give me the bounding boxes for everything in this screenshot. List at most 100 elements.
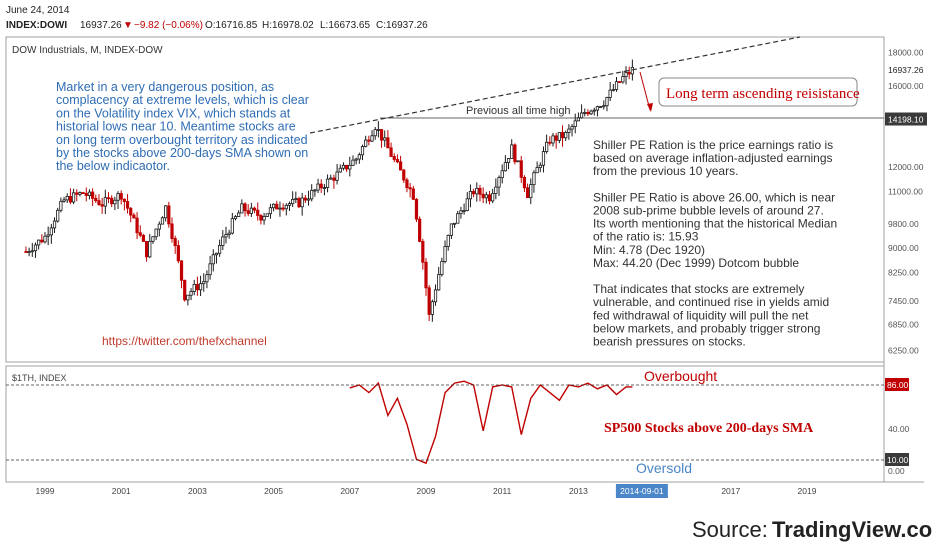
time-tick-label: 2005	[264, 486, 283, 496]
candle-body	[100, 204, 104, 207]
resistance-arrow	[639, 71, 651, 111]
candle-body	[268, 207, 273, 215]
main-chart-title: DOW Industrials, M, INDEX-DOW	[12, 45, 163, 56]
overbought-box	[885, 378, 909, 391]
candle-body	[129, 207, 133, 216]
left-commentary-line: on the Volatility index VIX, which stand…	[56, 106, 291, 120]
overbought-label: Overbought	[644, 368, 717, 384]
header-change: −9.82 (−0.06%)	[134, 20, 203, 31]
candle-body	[198, 283, 203, 291]
time-tick-label: 2009	[417, 486, 436, 496]
candle-body	[167, 205, 171, 225]
candle-body	[173, 238, 177, 246]
candle-body	[357, 154, 361, 160]
candle-body	[630, 66, 634, 75]
candle-body	[221, 236, 225, 246]
candle-body	[535, 167, 539, 174]
time-tick-label: 2003	[188, 486, 207, 496]
left-commentary-line: on long term overbought territory as ind…	[56, 133, 308, 147]
candle-body	[170, 223, 174, 239]
candle-body	[119, 193, 123, 200]
candle-body	[367, 139, 371, 142]
candle-body	[513, 144, 517, 163]
candle-body	[567, 128, 571, 133]
candle-body	[214, 252, 219, 256]
candle-body	[560, 132, 565, 139]
candle-body	[37, 239, 41, 246]
candle-body	[599, 106, 603, 108]
right-commentary-line: 2008 sub-prime bubble levels of around 2…	[593, 204, 824, 218]
candle-body	[608, 89, 612, 98]
resistance-callout-box	[658, 77, 858, 107]
right-commentary-line: Shiller PE Ratio is above 26.00, which i…	[593, 190, 835, 204]
candle-body	[144, 241, 149, 258]
candle-body	[148, 240, 152, 258]
candle-body	[398, 161, 403, 171]
candle-body	[376, 129, 380, 131]
candle-body	[287, 203, 292, 206]
candle-body	[249, 207, 253, 214]
candle-body	[325, 178, 330, 188]
right-commentary-line: bearish pressures on stocks.	[593, 335, 746, 349]
candle-body	[281, 207, 285, 210]
right-commentary-line: of the ratio is: 15.93	[593, 230, 699, 244]
header-low: L:16673.65	[320, 20, 370, 31]
right-commentary-line: from the previous 10 years.	[593, 164, 738, 178]
resistance-arrow-head	[647, 103, 653, 112]
oversold-label: Oversold	[636, 460, 692, 476]
candle-body	[500, 170, 504, 178]
candle-body	[526, 187, 530, 199]
right-commentary-line: Its worth mentioning that the historical…	[593, 217, 837, 231]
candle-body	[306, 198, 311, 201]
candle-body	[484, 194, 488, 199]
candle-body	[224, 234, 228, 238]
previous-high-label: Previous all time high	[466, 105, 571, 117]
candle-body	[468, 190, 473, 200]
candle-body	[497, 177, 501, 188]
candle-body	[545, 141, 549, 152]
source-prefix: Source:	[692, 517, 768, 542]
price-axis: 18000.00 16000.00 14198.10 12000.00 11000.00…	[885, 48, 927, 356]
candle-body	[424, 261, 428, 289]
candle-body	[564, 132, 568, 139]
candle-body	[246, 210, 250, 214]
candle-body	[437, 274, 441, 291]
left-commentary-line: historial lows near 10. Meantime stocks …	[56, 120, 296, 134]
candle-body	[59, 200, 63, 211]
header-open: O:16716.85	[205, 20, 258, 31]
indicator-tick-label: 10.00	[887, 455, 909, 465]
candle-body	[481, 193, 485, 199]
candle-body	[614, 81, 619, 90]
candle-body	[595, 106, 600, 111]
candle-body	[125, 201, 130, 209]
candle-body	[627, 71, 631, 75]
candle-body	[189, 291, 193, 296]
candle-body	[230, 218, 234, 234]
candle-body	[478, 187, 482, 195]
candle-body	[395, 159, 400, 163]
right-commentary-line: fed withdrawal of liquidity will pull th…	[593, 308, 809, 322]
indicator-title: $1TH, INDEX	[12, 373, 67, 383]
candle-body	[195, 284, 199, 291]
header-high: H:16978.02	[262, 20, 314, 31]
candle-body	[62, 199, 66, 202]
time-tick-label: 2001	[112, 486, 131, 496]
right-commentary-line: based on average inflation-adjusted earn…	[593, 151, 833, 165]
candle-body	[462, 210, 466, 212]
candle-body	[132, 214, 136, 219]
candle-body	[151, 236, 155, 242]
candle-body	[243, 203, 247, 212]
price-tick-label: 7450.00	[888, 296, 919, 306]
candle-body	[94, 197, 98, 202]
candle-body	[592, 109, 596, 112]
candle-body	[516, 160, 520, 163]
candle-body	[475, 187, 479, 195]
candle-body	[529, 184, 533, 199]
candle-body	[106, 197, 111, 200]
candle-body	[456, 213, 460, 224]
candle-body	[275, 203, 279, 210]
right-commentary-line: below markets, and probably trigger stro…	[593, 321, 820, 335]
candle-body	[579, 112, 584, 119]
candle-body	[68, 196, 72, 203]
candle-body	[583, 111, 587, 114]
